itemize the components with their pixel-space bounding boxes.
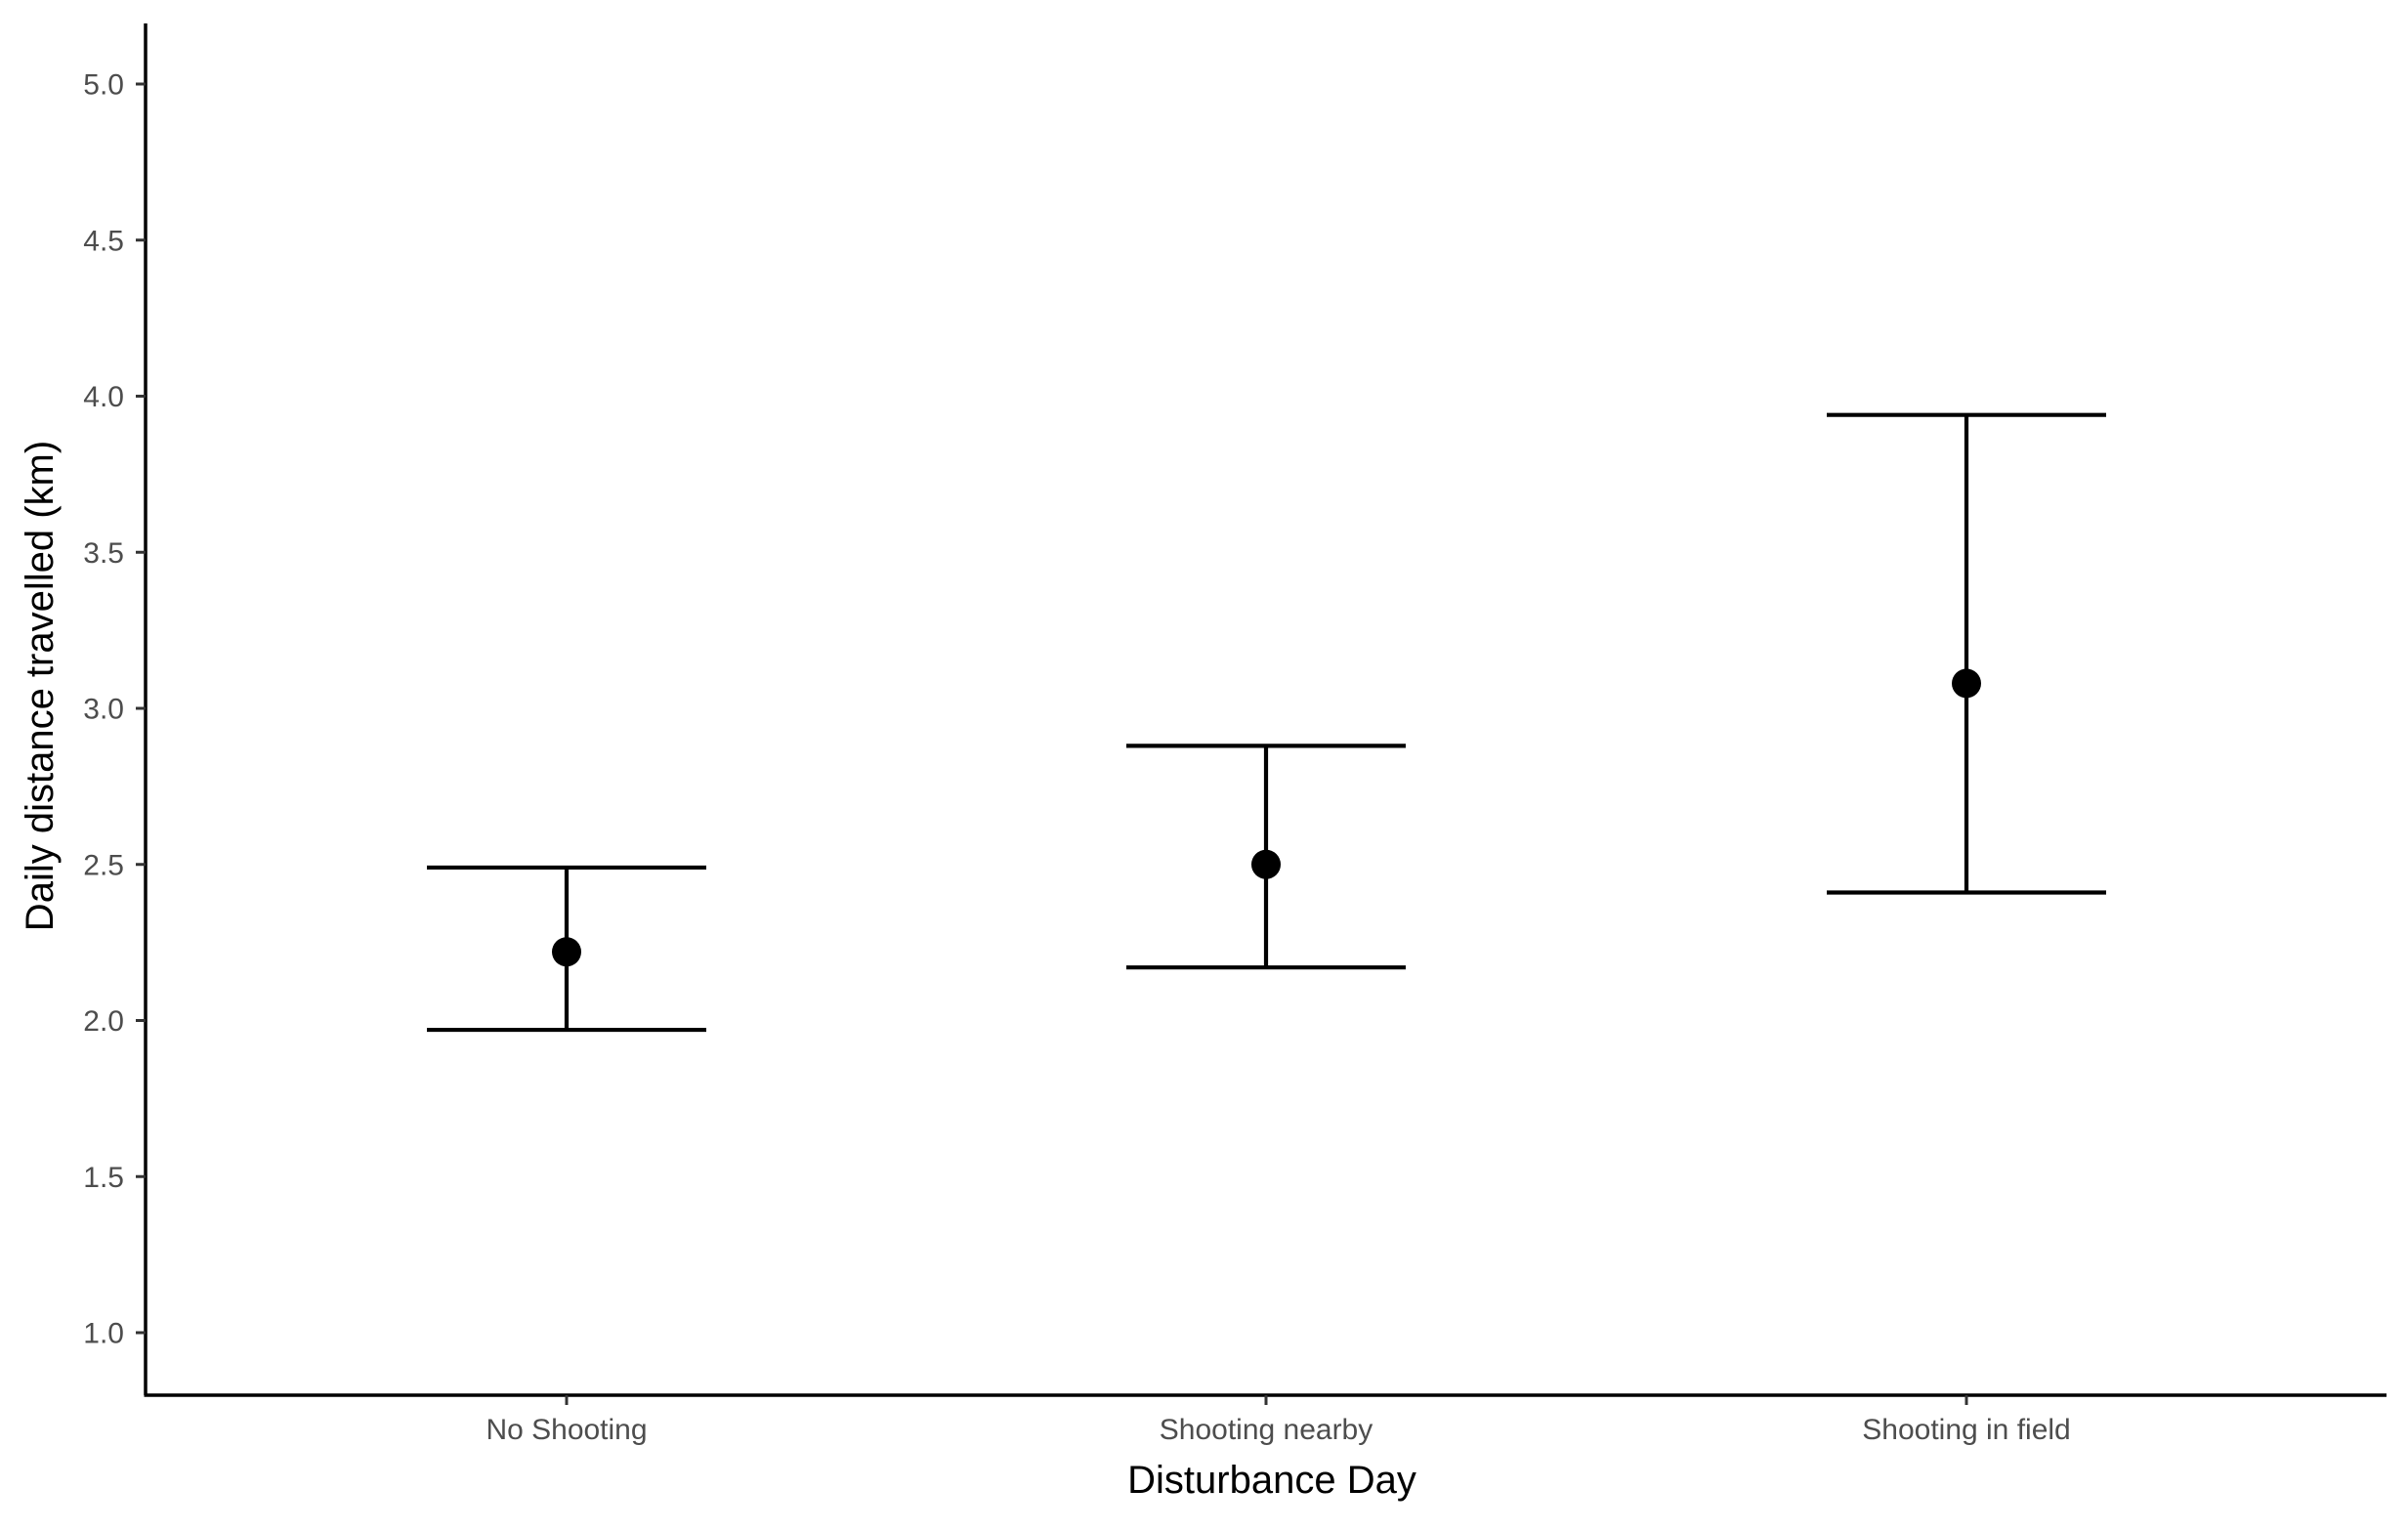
y-axis-title: Daily distance travelled (km)	[19, 441, 62, 931]
y-tick-label: 5.0	[83, 69, 124, 102]
x-tick-label: No Shooting	[486, 1414, 647, 1446]
y-tick-label: 4.0	[83, 381, 124, 413]
y-tick-label: 2.5	[83, 849, 124, 881]
y-tick-label: 3.5	[83, 537, 124, 570]
y-tick-label: 3.0	[83, 694, 124, 726]
mean-point	[1952, 668, 1981, 699]
plot-marks	[427, 412, 2106, 1033]
y-tick-label: 1.5	[83, 1162, 124, 1194]
x-tick-label: Shooting in field	[1862, 1414, 2071, 1446]
mean-point	[552, 937, 581, 967]
mean-point	[1251, 849, 1281, 879]
x-axis-title: Disturbance Day	[1127, 1459, 1416, 1502]
y-tick-label: 2.0	[83, 1005, 124, 1038]
y-tick-label: 4.5	[83, 225, 124, 257]
y-tick-label: 1.0	[83, 1318, 124, 1350]
axes: 1.0 1.5 2.0 2.5 3.0 3.5 4.0 4.5 5.0 No Shooting Sh…	[83, 23, 2387, 1446]
x-tick-label: Shooting nearby	[1160, 1414, 1373, 1446]
